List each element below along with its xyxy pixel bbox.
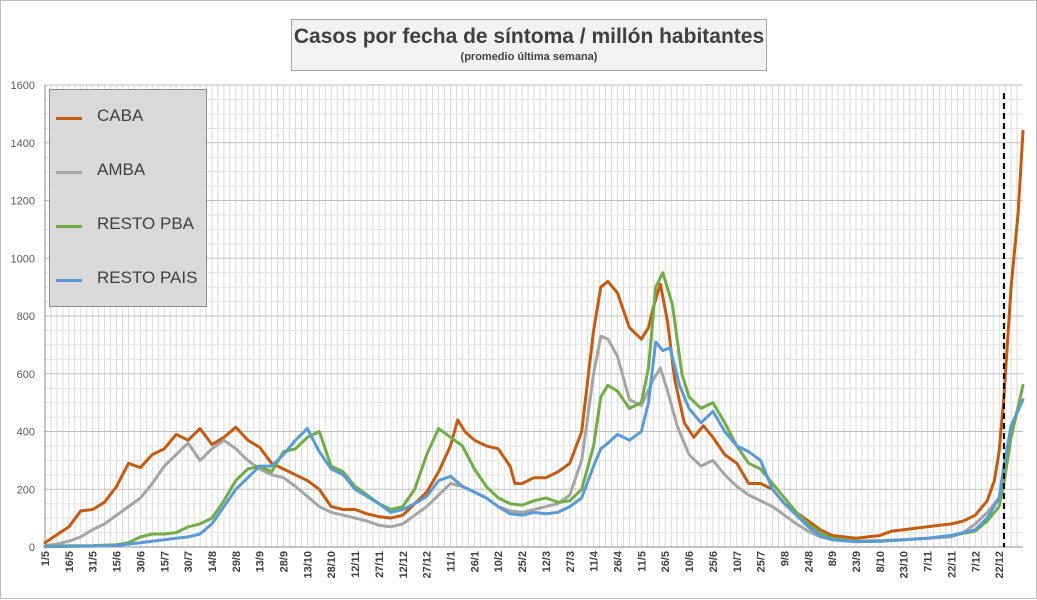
- y-tick-label: 600: [17, 369, 35, 381]
- series-line-amba: [43, 334, 1006, 548]
- legend-label-resto-pba: RESTO PBA: [97, 214, 194, 233]
- x-tick-label: 12/3: [541, 551, 553, 572]
- x-tick-label: 7/12: [970, 551, 982, 572]
- x-tick-label: 16/5: [64, 551, 76, 572]
- x-tick-label: 8/9: [827, 551, 839, 566]
- legend-entry-caba: CABA: [56, 106, 206, 130]
- x-tick-label: 27/3: [565, 551, 577, 572]
- x-tick-label: 27/11: [374, 551, 386, 578]
- x-tick-label: 9/8: [779, 551, 791, 566]
- x-tick-label: 26/1: [469, 551, 481, 572]
- y-tick-label: 1200: [11, 196, 35, 208]
- x-tick-label: 8/10: [875, 551, 887, 572]
- x-tick-label: 26/5: [660, 551, 672, 572]
- series-line-resto-pais: [43, 340, 1025, 549]
- x-tick-label: 22/11: [946, 551, 958, 578]
- x-tick-label: 23/10: [899, 551, 911, 579]
- x-tick-label: 12/12: [398, 551, 410, 579]
- series-line-resto-pba: [43, 271, 1025, 548]
- x-tick-label: 23/9: [851, 551, 863, 572]
- chart-title: Casos por fecha de síntoma / millón habi…: [293, 25, 765, 48]
- x-tick-label: 31/5: [88, 551, 100, 572]
- x-tick-label: 27/12: [422, 551, 434, 579]
- chart-legend: CABA AMBA RESTO PBA RESTO PAIS: [49, 89, 207, 307]
- chart-title-box: Casos por fecha de síntoma / millón habi…: [291, 19, 767, 71]
- legend-entry-resto-pais: RESTO PAIS: [56, 268, 206, 292]
- legend-label-caba: CABA: [97, 106, 144, 125]
- y-tick-label: 0: [29, 542, 35, 554]
- legend-swatch-resto-pba: [56, 225, 82, 228]
- x-tick-label: 29/8: [231, 551, 243, 572]
- y-tick-label: 800: [17, 311, 35, 323]
- legend-label-amba: AMBA: [97, 160, 146, 179]
- x-tick-label: 10/6: [684, 551, 696, 572]
- y-tick-label: 400: [17, 427, 35, 439]
- x-tick-label: 28/10: [326, 551, 338, 579]
- legend-swatch-caba: [56, 117, 82, 120]
- y-tick-label: 1000: [11, 253, 35, 265]
- x-tick-label: 15/7: [159, 551, 171, 572]
- x-tick-label: 14/8: [207, 551, 219, 572]
- legend-entry-amba: AMBA: [56, 160, 206, 184]
- legend-entry-resto-pba: RESTO PBA: [56, 214, 206, 238]
- x-tick-label: 11/5: [636, 551, 648, 572]
- chart-subtitle: (promedio última semana): [460, 51, 598, 63]
- x-tick-label: 25/6: [708, 551, 720, 572]
- x-tick-label: 7/11: [923, 551, 935, 572]
- x-tick-label: 10/7: [732, 551, 744, 572]
- y-tick-label: 1400: [11, 138, 35, 150]
- legend-label-resto-pais: RESTO PAIS: [97, 268, 198, 287]
- legend-swatch-resto-pais: [56, 279, 82, 282]
- x-tick-label: 30/7: [183, 551, 195, 572]
- x-tick-label: 12/11: [350, 551, 362, 578]
- y-tick-label: 200: [17, 484, 35, 496]
- x-tick-label: 28/9: [279, 551, 291, 572]
- x-tick-label: 25/2: [517, 551, 529, 572]
- x-tick-label: 15/6: [112, 551, 124, 572]
- x-tick-label: 13/9: [255, 551, 267, 572]
- x-tick-label: 11/1: [446, 551, 458, 572]
- x-tick-label: 10/2: [493, 551, 505, 572]
- x-tick-label: 30/6: [135, 551, 147, 572]
- x-tick-label: 1/5: [40, 551, 52, 566]
- legend-swatch-amba: [56, 171, 82, 174]
- x-tick-label: 24/8: [803, 551, 815, 572]
- series-line-caba: [43, 129, 1025, 545]
- x-tick-label: 22/12: [994, 551, 1006, 579]
- x-tick-label: 25/7: [756, 551, 768, 572]
- x-tick-label: 13/10: [302, 551, 314, 579]
- x-tick-label: 11/4: [589, 550, 601, 572]
- y-tick-label: 1600: [11, 80, 35, 92]
- x-tick-label: 26/4: [612, 550, 624, 572]
